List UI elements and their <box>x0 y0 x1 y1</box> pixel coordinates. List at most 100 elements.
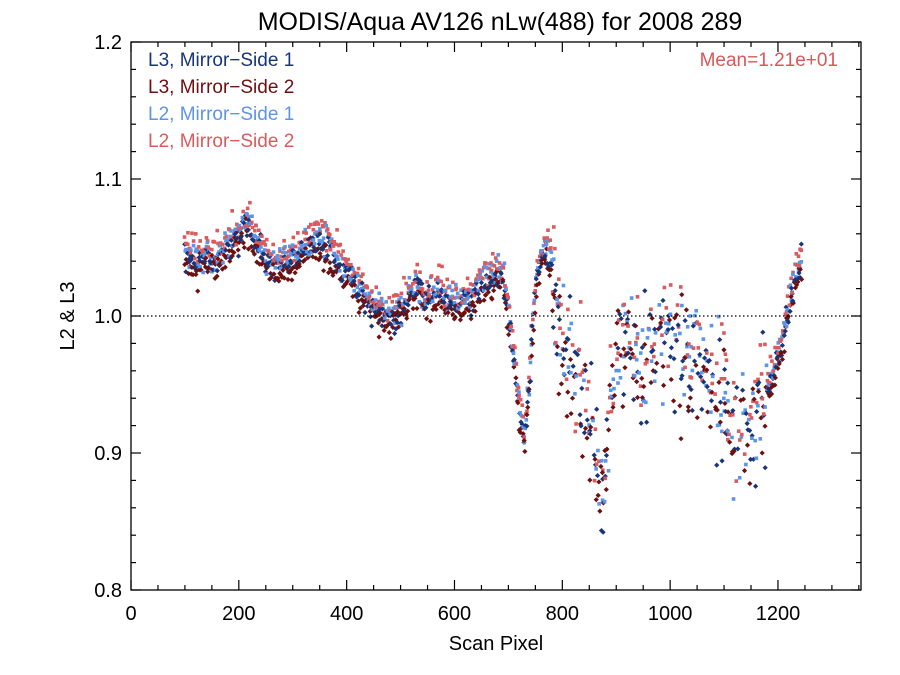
data-point <box>235 253 242 259</box>
data-point <box>660 333 664 337</box>
data-point <box>660 297 666 304</box>
data-point <box>573 429 578 434</box>
data-point <box>674 337 680 344</box>
data-point <box>734 479 739 483</box>
data-point <box>640 328 645 332</box>
data-point <box>394 306 398 310</box>
data-point <box>434 277 438 282</box>
data-point <box>748 456 754 462</box>
data-point <box>440 264 444 269</box>
data-point <box>414 273 418 277</box>
data-point <box>685 344 689 349</box>
data-point <box>557 277 561 281</box>
data-point <box>629 296 634 300</box>
data-point <box>615 308 621 314</box>
data-point <box>685 408 692 414</box>
data-point <box>592 456 598 462</box>
data-point <box>360 288 366 294</box>
data-point <box>438 291 443 295</box>
data-point <box>611 401 616 406</box>
data-point <box>388 321 394 327</box>
data-point <box>366 298 371 302</box>
data-point <box>698 326 703 331</box>
data-point <box>681 367 685 371</box>
data-point <box>603 486 609 493</box>
data-point <box>789 276 793 281</box>
data-point <box>484 265 488 270</box>
data-point <box>517 393 521 398</box>
data-point <box>759 450 765 456</box>
data-point <box>627 355 634 361</box>
data-point <box>791 270 795 275</box>
data-point <box>285 256 289 261</box>
data-point <box>632 355 637 360</box>
data-point <box>455 291 460 296</box>
data-point <box>279 274 285 280</box>
data-point <box>376 303 380 307</box>
data-point <box>303 242 308 247</box>
data-point <box>238 237 244 243</box>
data-point <box>429 274 434 278</box>
data-point <box>545 236 549 240</box>
data-point <box>202 254 207 258</box>
data-point <box>190 272 196 278</box>
data-point <box>795 275 801 281</box>
data-point <box>472 293 477 298</box>
data-point <box>664 306 669 310</box>
data-point <box>351 267 355 272</box>
data-point <box>493 281 497 285</box>
data-point <box>459 294 464 298</box>
data-point <box>608 388 613 393</box>
data-point <box>465 276 470 281</box>
data-point <box>593 497 599 503</box>
data-point <box>666 364 670 369</box>
data-point <box>497 284 503 290</box>
data-point <box>506 295 510 300</box>
data-point <box>591 418 595 423</box>
data-point <box>722 377 727 381</box>
data-point <box>707 424 714 430</box>
data-point <box>683 307 689 313</box>
data-point <box>492 276 499 282</box>
data-point <box>740 432 744 437</box>
data-point <box>224 234 229 239</box>
data-point <box>237 223 242 228</box>
data-point <box>435 275 440 280</box>
data-point <box>747 480 753 487</box>
data-point <box>411 282 415 286</box>
data-point <box>412 295 418 302</box>
data-point <box>609 409 614 414</box>
data-point <box>194 247 199 251</box>
data-point <box>724 358 729 362</box>
data-point <box>785 319 792 325</box>
data-point <box>437 278 441 283</box>
data-point <box>476 288 481 293</box>
data-point <box>596 448 600 453</box>
data-point <box>310 254 316 260</box>
data-point <box>540 249 544 253</box>
data-point <box>668 345 675 351</box>
data-point <box>206 245 210 249</box>
data-point <box>708 398 715 404</box>
data-point <box>670 398 677 404</box>
data-point <box>758 343 763 347</box>
data-point <box>204 236 209 240</box>
data-point <box>778 350 784 356</box>
data-point <box>597 508 603 514</box>
data-point <box>597 502 601 506</box>
data-point <box>420 287 425 291</box>
data-point <box>550 290 555 294</box>
data-point <box>297 254 301 259</box>
data-point <box>502 300 508 306</box>
data-point <box>511 357 517 363</box>
data-point <box>315 246 321 252</box>
data-point <box>665 313 672 319</box>
data-point <box>509 348 516 354</box>
data-point <box>750 456 757 462</box>
data-point <box>446 304 452 310</box>
data-point <box>216 241 220 246</box>
data-point <box>528 336 534 343</box>
data-point <box>525 409 529 414</box>
data-point <box>582 425 589 432</box>
data-point <box>359 274 364 279</box>
